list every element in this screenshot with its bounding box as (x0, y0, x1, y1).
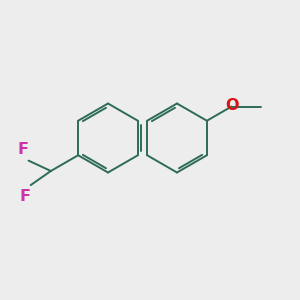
Text: O: O (225, 98, 239, 113)
Text: F: F (20, 189, 31, 204)
Text: F: F (17, 142, 28, 157)
